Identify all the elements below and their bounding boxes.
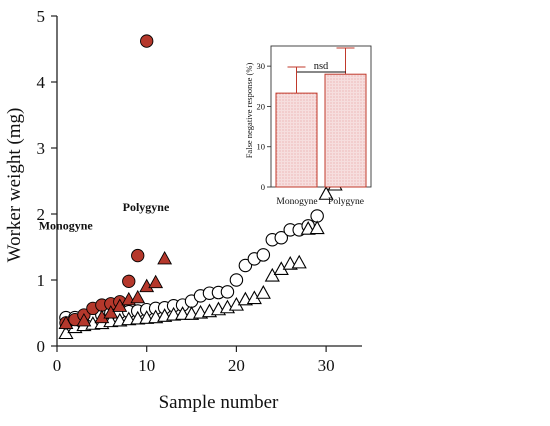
x-tick-label: 30 xyxy=(318,356,335,375)
open-triangle-point xyxy=(291,254,307,269)
y-tick-label: 3 xyxy=(37,139,46,158)
series-open-triangle xyxy=(58,176,343,340)
inset-y-tick-label: 0 xyxy=(261,182,265,192)
filled-triangle-point xyxy=(58,315,74,330)
annotation-monogyne: Monogyne xyxy=(39,219,94,233)
open-circle-point xyxy=(220,285,235,299)
inset-y-axis-title: False negative response (%) xyxy=(244,63,254,159)
open-circle-point xyxy=(310,209,324,223)
filled-triangle-point xyxy=(112,298,128,312)
open-triangle-point xyxy=(309,220,325,235)
inset-y-tick-label: 20 xyxy=(257,101,266,111)
filled-circle-point xyxy=(140,34,154,48)
open-circle-point xyxy=(274,231,289,245)
y-tick-label: 4 xyxy=(37,73,46,92)
open-triangle-point xyxy=(318,186,334,200)
open-circle-point xyxy=(229,273,244,287)
significance-label: nsd xyxy=(314,61,329,72)
y-axis-title: Worker weight (mg) xyxy=(4,108,25,263)
filled-triangle-point xyxy=(157,250,173,265)
filled-circle-point xyxy=(122,274,136,288)
inset-bar-monogyne xyxy=(275,92,318,188)
x-tick-label: 10 xyxy=(138,356,155,375)
x-axis-title: Sample number xyxy=(159,392,279,413)
filled-triangle-point xyxy=(103,305,119,319)
inset-bar-polygyne xyxy=(324,73,367,188)
inset-category-label: Monogyne xyxy=(276,197,317,207)
inset-y-tick-label: 10 xyxy=(257,142,266,152)
open-circle-point xyxy=(238,258,253,273)
open-circle-point xyxy=(256,248,271,262)
inset-y-tick-label: 30 xyxy=(257,61,266,71)
open-triangle-point xyxy=(255,285,271,299)
series-filled-circle xyxy=(59,34,154,330)
y-tick-label: 0 xyxy=(37,337,46,356)
open-triangle-point xyxy=(175,306,191,320)
y-tick-label: 2 xyxy=(37,205,46,224)
x-tick-label: 0 xyxy=(53,356,62,375)
filled-circle-point xyxy=(131,248,145,263)
y-tick-label: 5 xyxy=(37,7,46,26)
filled-triangle-point xyxy=(130,289,146,304)
y-tick-label: 1 xyxy=(37,271,46,290)
inset-category-label: Polygyne xyxy=(328,197,364,207)
open-triangle-point xyxy=(264,267,280,282)
filled-triangle-point xyxy=(148,274,164,289)
x-tick-label: 20 xyxy=(228,356,245,375)
annotation-polygyne: Polygyne xyxy=(123,200,170,214)
series-filled-triangle xyxy=(58,250,173,330)
filled-triangle-point xyxy=(76,312,92,327)
